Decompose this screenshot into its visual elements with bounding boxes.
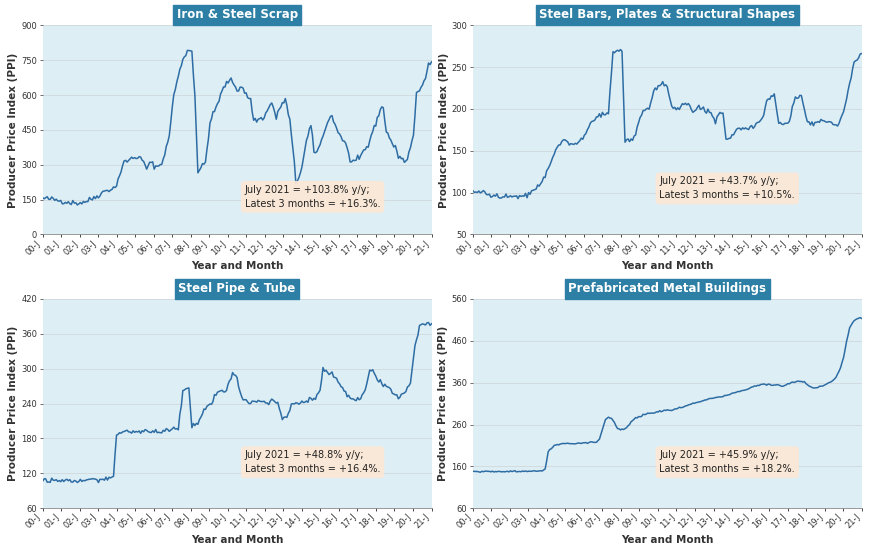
Text: July 2021 = +45.9% y/y;
Latest 3 months = +18.2%.: July 2021 = +45.9% y/y; Latest 3 months …	[659, 450, 794, 474]
Text: July 2021 = +103.8% y/y;
Latest 3 months = +16.3%.: July 2021 = +103.8% y/y; Latest 3 months…	[244, 185, 380, 209]
Y-axis label: Producer Price Index (PPI): Producer Price Index (PPI)	[438, 326, 448, 481]
X-axis label: Year and Month: Year and Month	[190, 535, 283, 545]
X-axis label: Year and Month: Year and Month	[620, 261, 713, 271]
Title: Iron & Steel Scrap: Iron & Steel Scrap	[176, 8, 297, 22]
Y-axis label: Producer Price Index (PPI): Producer Price Index (PPI)	[9, 326, 18, 481]
Y-axis label: Producer Price Index (PPI): Producer Price Index (PPI)	[9, 53, 18, 207]
Title: Steel Bars, Plates & Structural Shapes: Steel Bars, Plates & Structural Shapes	[539, 8, 794, 22]
X-axis label: Year and Month: Year and Month	[190, 261, 283, 271]
Title: Steel Pipe & Tube: Steel Pipe & Tube	[178, 282, 295, 295]
Text: July 2021 = +43.7% y/y;
Latest 3 months = +10.5%.: July 2021 = +43.7% y/y; Latest 3 months …	[659, 176, 794, 201]
Y-axis label: Producer Price Index (PPI): Producer Price Index (PPI)	[438, 53, 448, 207]
Title: Prefabricated Metal Buildings: Prefabricated Metal Buildings	[567, 282, 766, 295]
X-axis label: Year and Month: Year and Month	[620, 535, 713, 545]
Text: July 2021 = +48.8% y/y;
Latest 3 months = +16.4%.: July 2021 = +48.8% y/y; Latest 3 months …	[244, 450, 380, 474]
